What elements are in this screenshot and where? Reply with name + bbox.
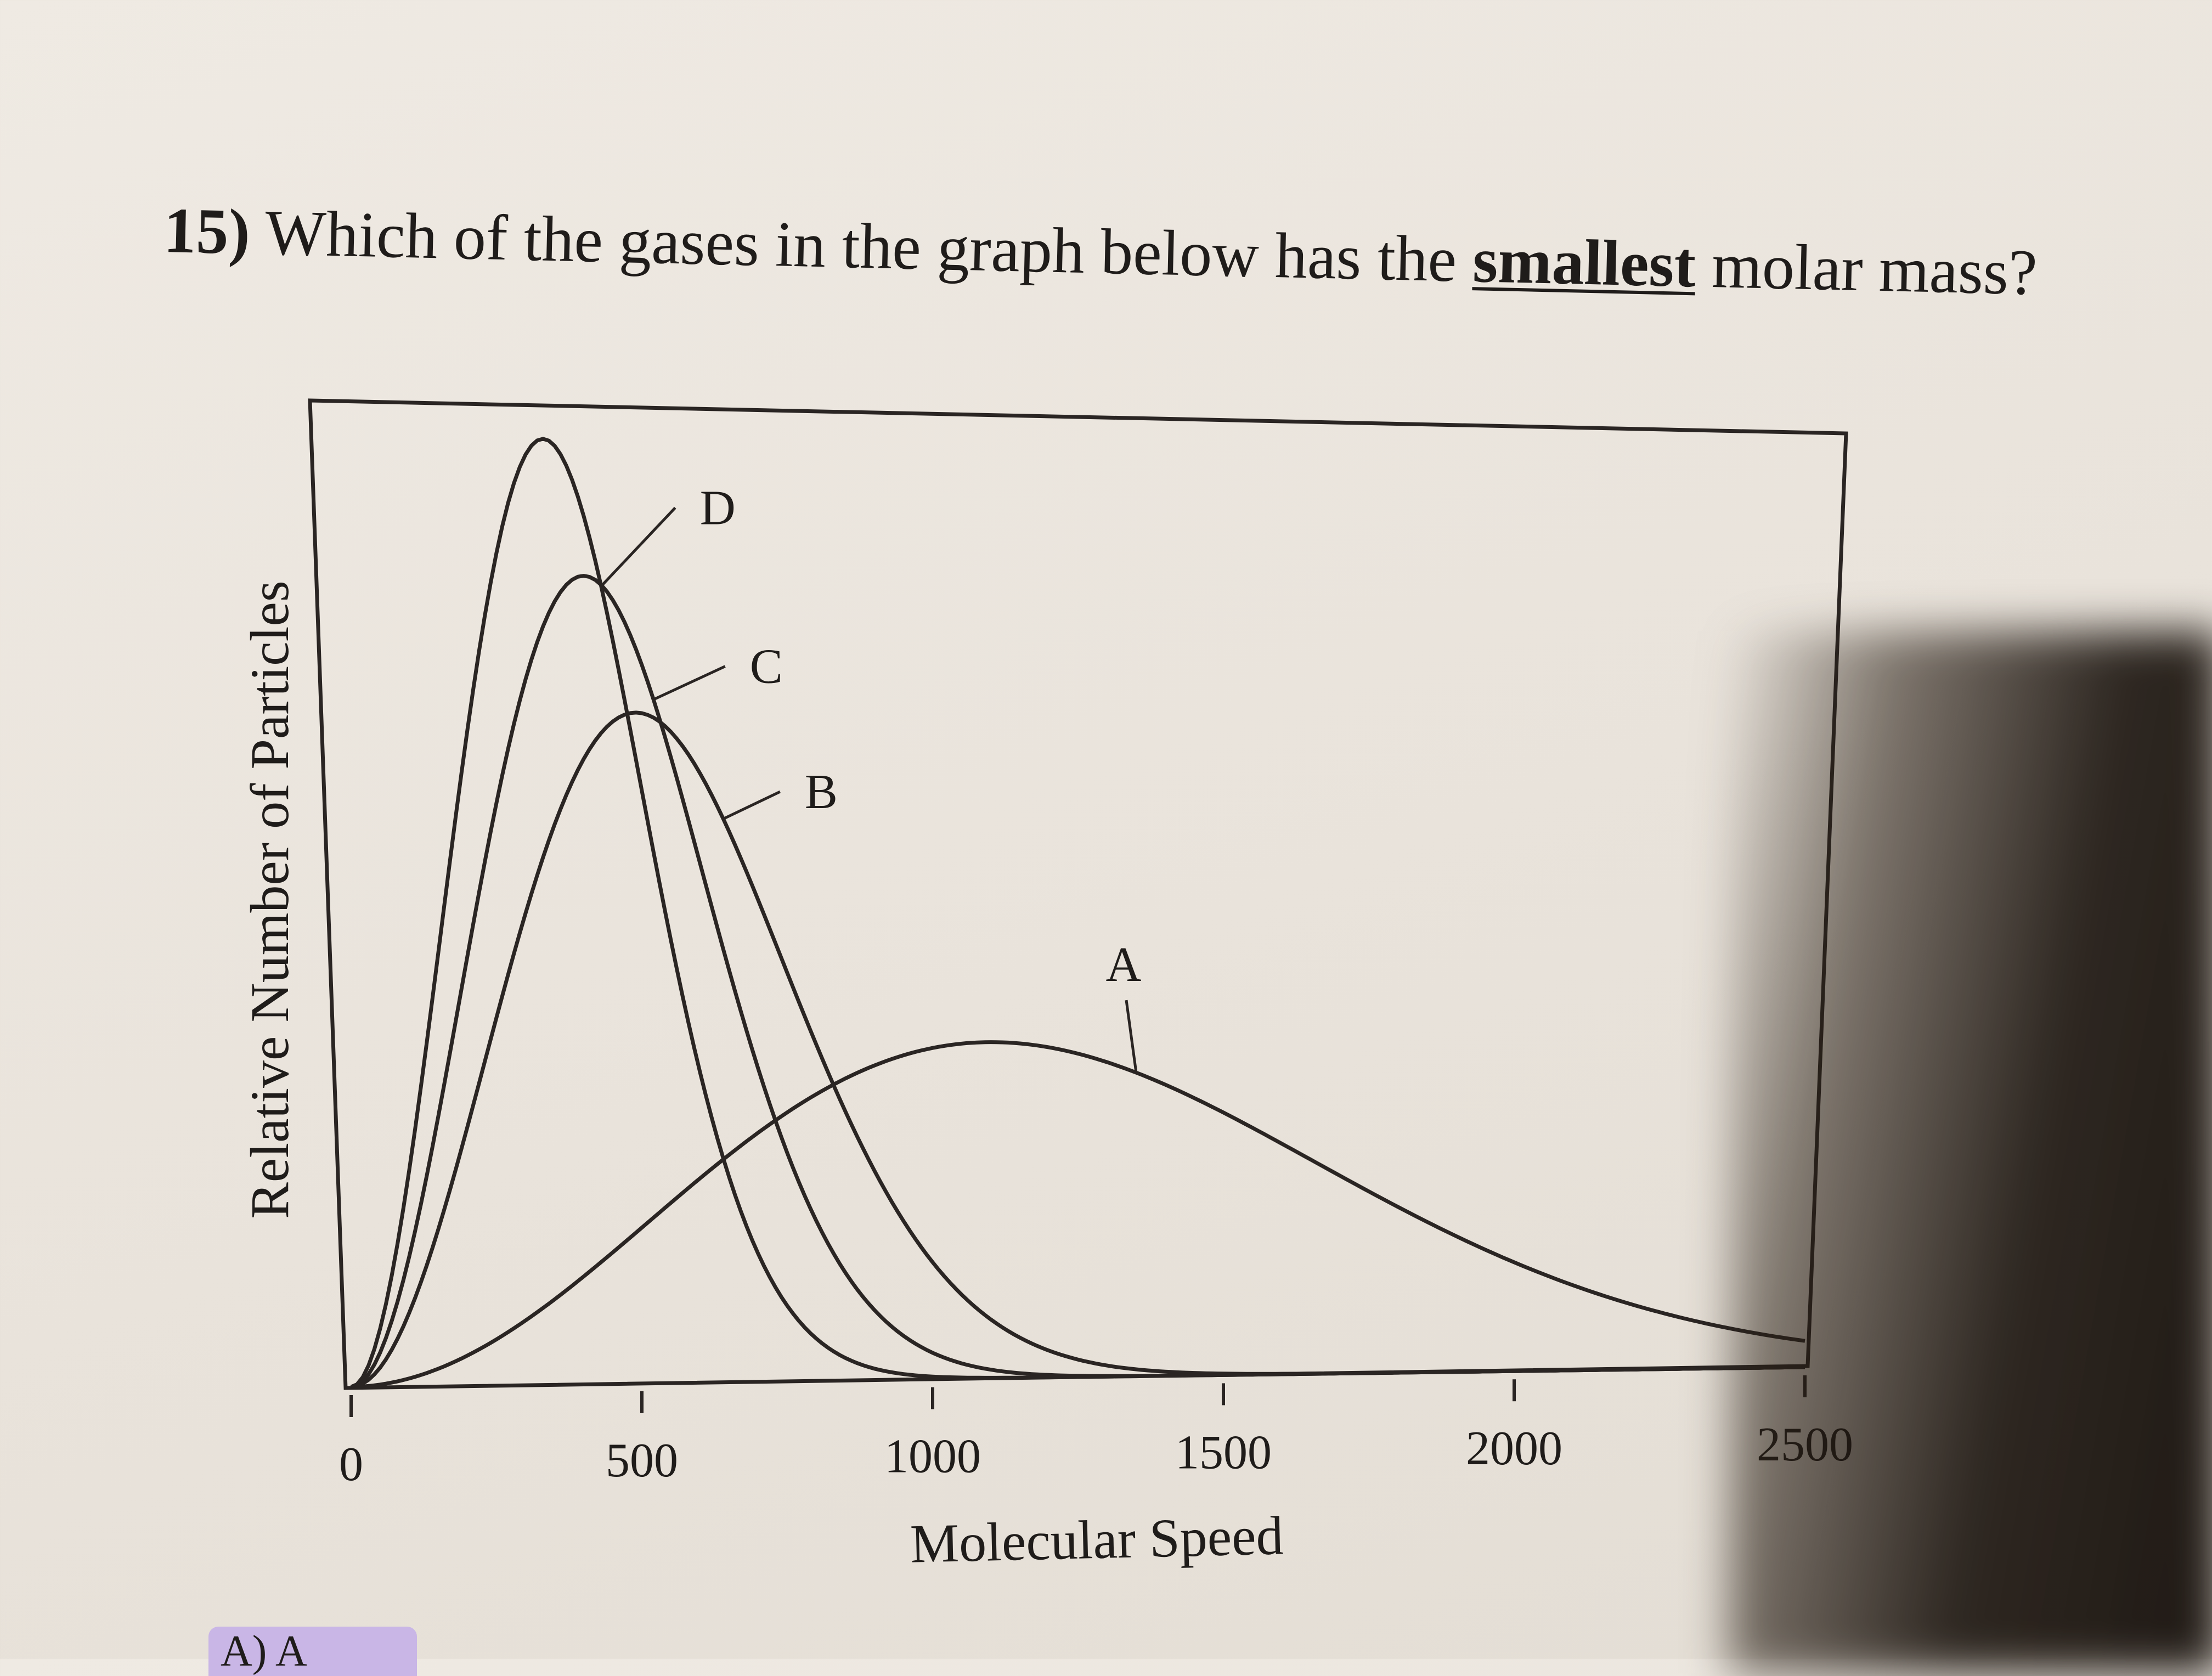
x-tick-label: 2000 [1466, 1422, 1562, 1475]
x-axis-label: Molecular Speed [910, 1505, 1284, 1574]
curve-C [351, 574, 1805, 1389]
x-tick-label: 1000 [884, 1430, 981, 1483]
curve-D [350, 437, 1805, 1389]
x-tick-label: 1500 [1175, 1426, 1272, 1479]
curve-label-A: A [1106, 938, 1142, 992]
curve-label-C: C [750, 640, 783, 694]
y-axis-label: Relative Number of Particles [239, 580, 300, 1219]
leader-line-B [723, 790, 781, 820]
curve-label-D: D [700, 481, 736, 535]
curve-A [351, 1040, 1805, 1389]
curve-labels: A B C D [600, 481, 1142, 1073]
leader-line-A [1125, 1000, 1138, 1073]
leader-line-D [600, 506, 676, 588]
leader-line-C [653, 665, 726, 701]
plot-frame [308, 398, 1848, 1390]
x-tick-label: 0 [339, 1438, 363, 1491]
x-tick-label: 2500 [1757, 1418, 1853, 1471]
curves [350, 437, 1805, 1389]
curve-label-B: B [805, 765, 838, 819]
answer-option-a[interactable]: A) A [208, 1627, 417, 1676]
x-tick-label: 500 [606, 1434, 678, 1487]
x-ticks: 0 500 1000 1500 2000 2500 [339, 1375, 1853, 1491]
